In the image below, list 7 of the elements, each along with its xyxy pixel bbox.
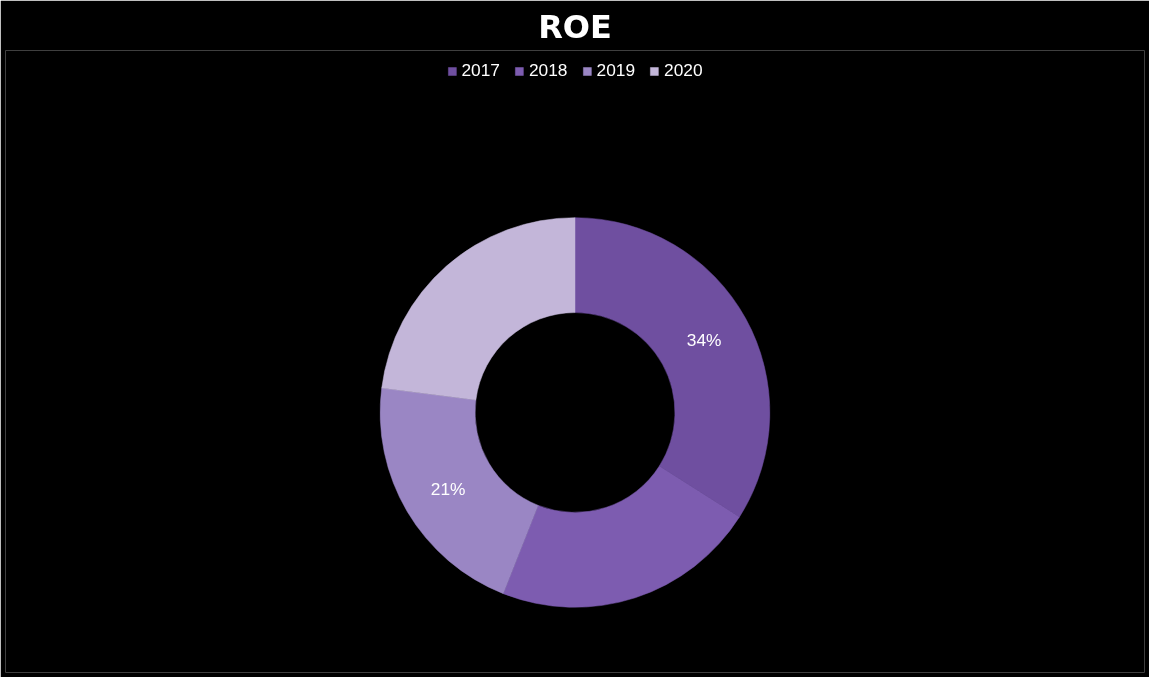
data-label: 34% xyxy=(686,330,722,351)
legend-label: 2020 xyxy=(664,60,703,81)
legend-label: 2017 xyxy=(461,60,500,81)
data-label: 21% xyxy=(430,479,466,500)
legend-label: 2019 xyxy=(596,60,636,81)
legend-label: 2018 xyxy=(528,60,568,81)
chart-title: ROE xyxy=(538,7,612,46)
